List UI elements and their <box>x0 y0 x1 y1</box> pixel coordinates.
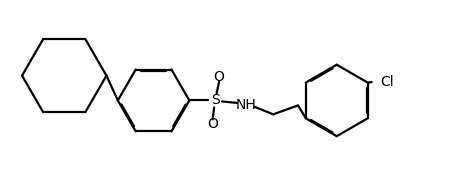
Text: S: S <box>211 93 219 108</box>
Text: O: O <box>214 70 225 84</box>
Text: O: O <box>207 117 218 131</box>
Text: Cl: Cl <box>381 75 394 89</box>
Text: NH: NH <box>235 98 256 112</box>
